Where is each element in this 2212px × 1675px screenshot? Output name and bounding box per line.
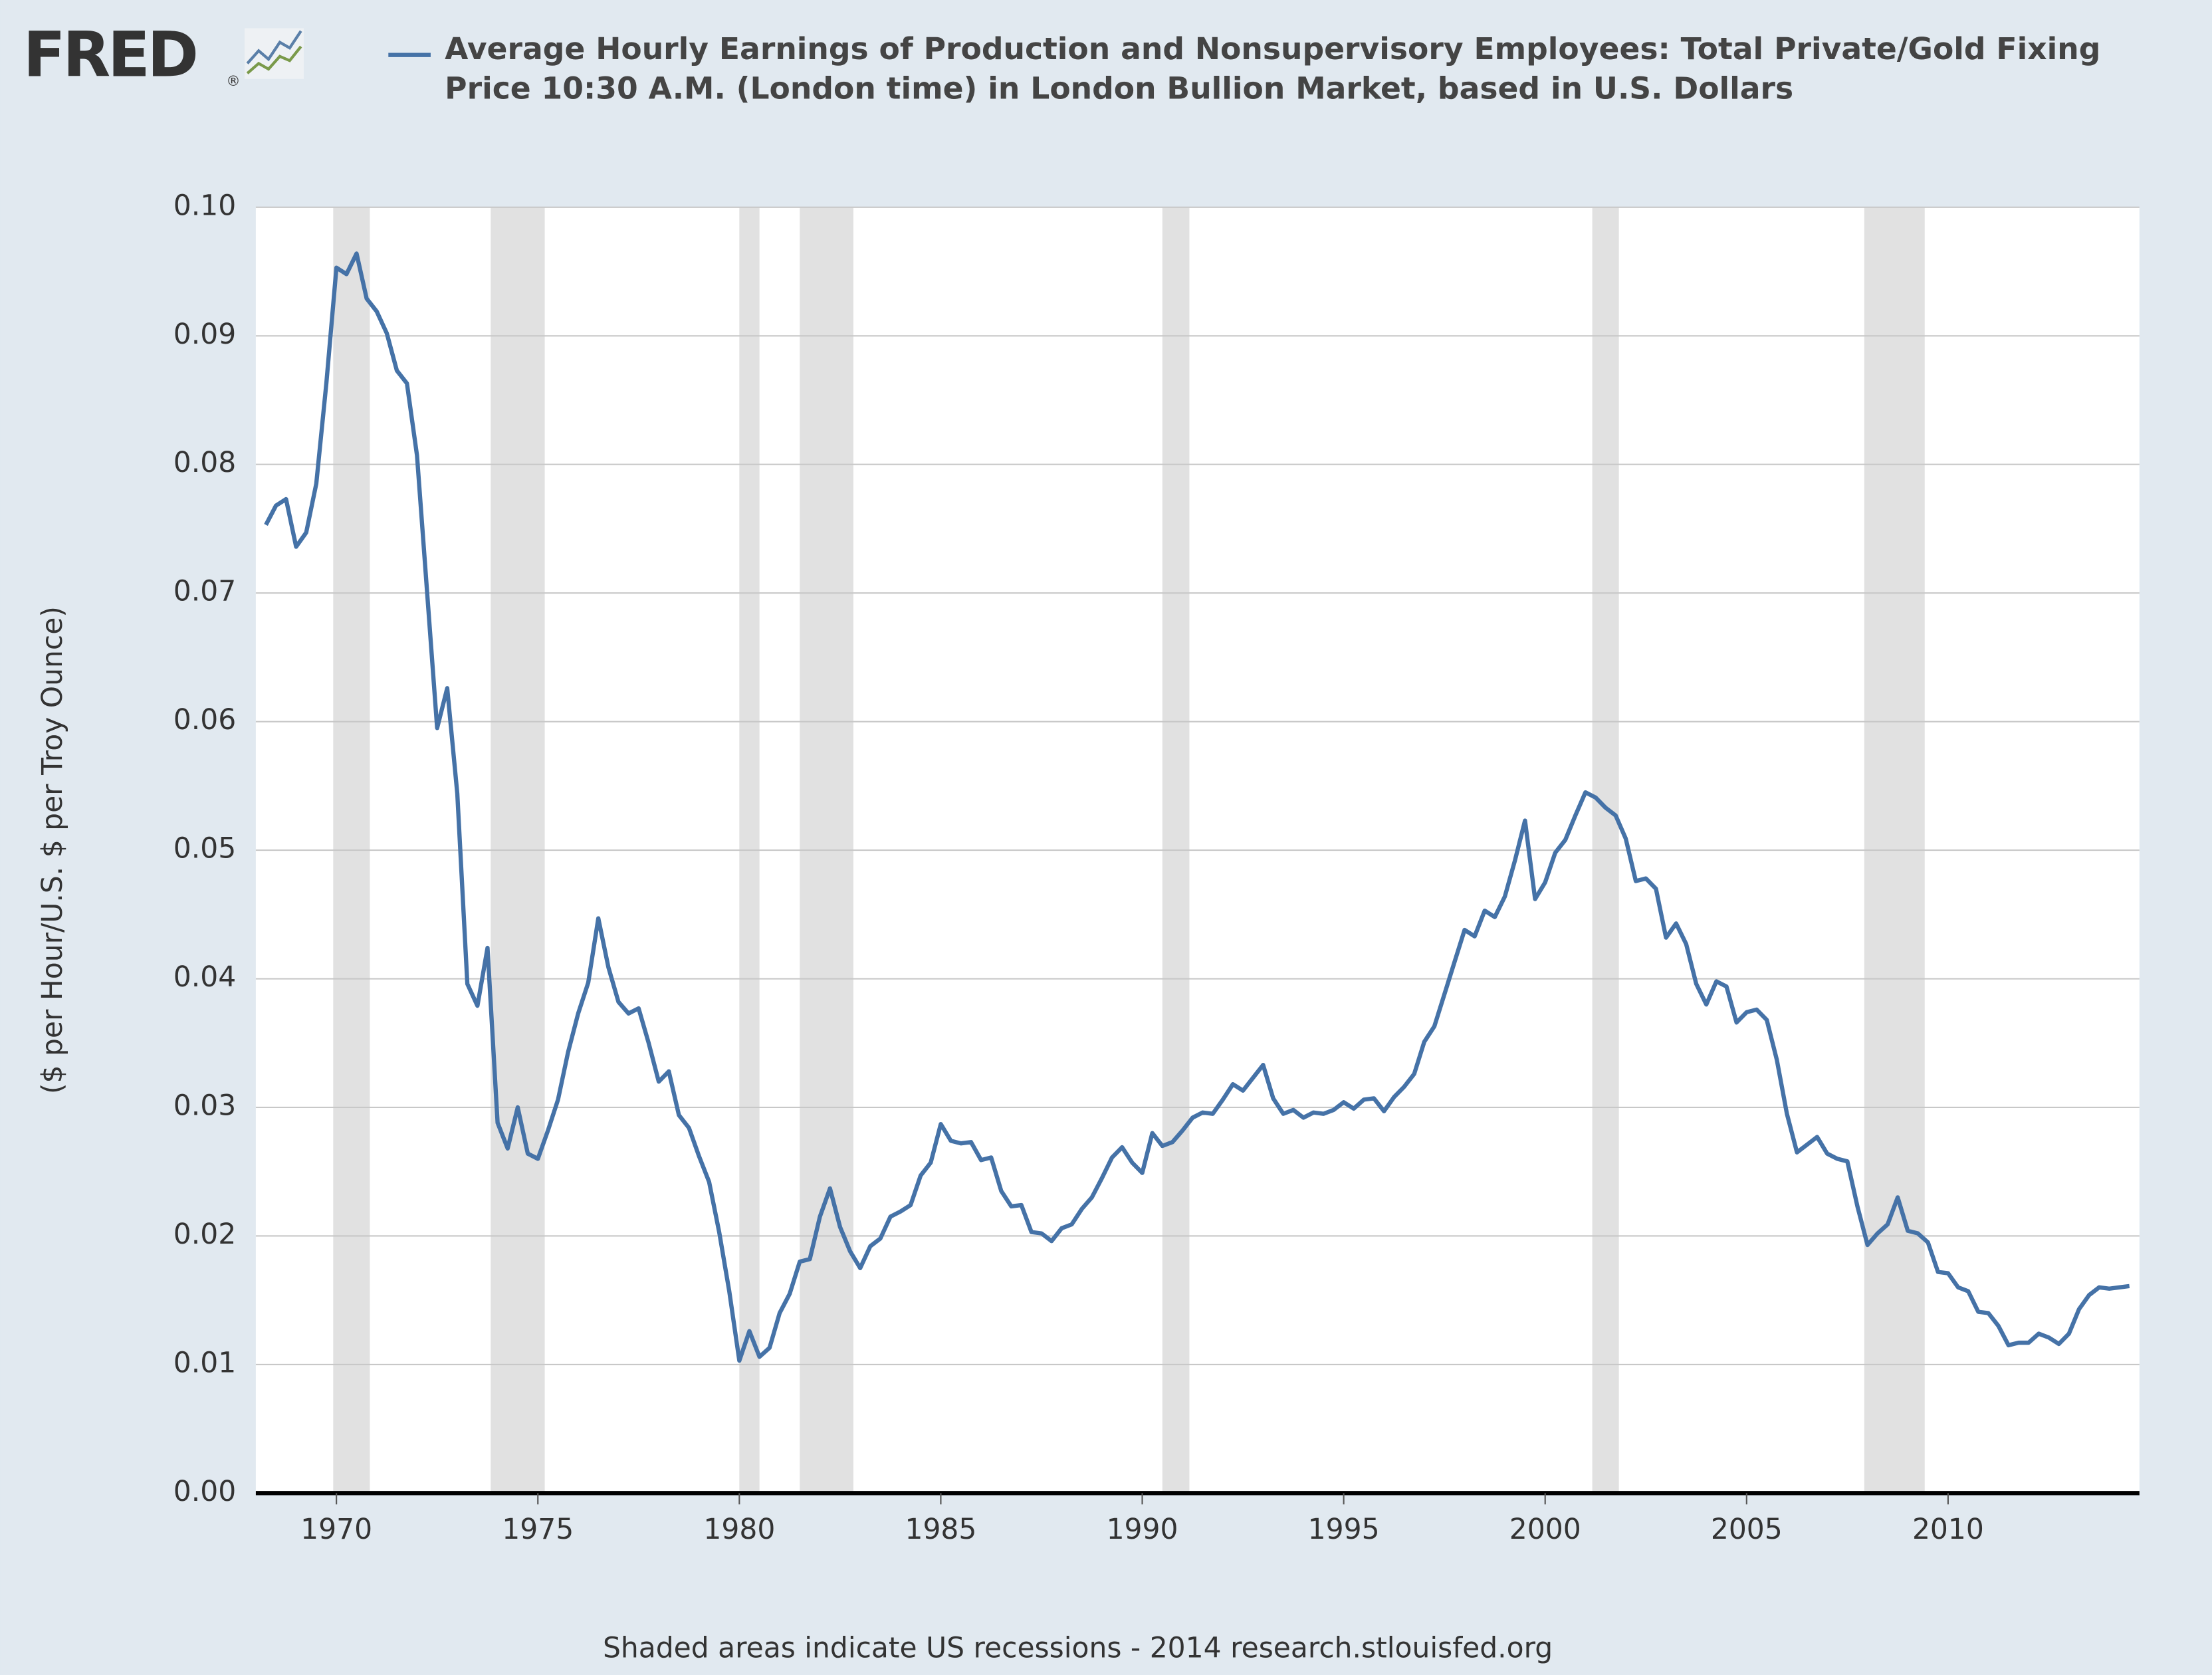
- icon-line: [246, 45, 302, 74]
- y-tick-label: 0.02: [173, 1218, 236, 1251]
- x-tick-label: 1980: [703, 1513, 775, 1546]
- legend-label: Average Hourly Earnings of Production an…: [445, 32, 2101, 108]
- brand-mark: ®: [226, 73, 240, 90]
- y-axis-label: ($ per Hour/U.S. $ per Troy Ounce): [37, 606, 69, 1094]
- y-tick-label: 0.01: [173, 1347, 236, 1379]
- legend: Average Hourly Earnings of Production an…: [445, 32, 2101, 108]
- y-tick-label: 0.05: [173, 833, 236, 865]
- data-line: [264, 251, 2130, 1363]
- footer: Shaded areas indicate US recessions - 20…: [603, 1632, 1553, 1664]
- x-tick-label: 1990: [1107, 1513, 1178, 1546]
- y-tick-label: 0.06: [173, 704, 236, 736]
- brand-icon: [244, 28, 304, 79]
- x-tick-label: 2000: [1509, 1513, 1581, 1546]
- x-tick-label: 2005: [1711, 1513, 1783, 1546]
- brand-logo: FRED: [23, 19, 196, 91]
- y-tick-label: 0.09: [173, 318, 236, 351]
- y-tick-label: 0.07: [173, 576, 236, 608]
- x-tick-label: 2010: [1912, 1513, 1984, 1546]
- x-tick-label: 1995: [1308, 1513, 1380, 1546]
- icon-line: [246, 30, 302, 64]
- y-tick-label: 0.04: [173, 961, 236, 994]
- x-tick-label: 1970: [300, 1513, 372, 1546]
- y-tick-label: 0.03: [173, 1090, 236, 1123]
- y-tick-label: 0.08: [173, 447, 236, 479]
- y-tick-label: 0.00: [173, 1476, 236, 1508]
- x-tick-label: 1985: [905, 1513, 976, 1546]
- y-tick-label: 0.10: [173, 189, 236, 222]
- x-tick-label: 1975: [502, 1513, 574, 1546]
